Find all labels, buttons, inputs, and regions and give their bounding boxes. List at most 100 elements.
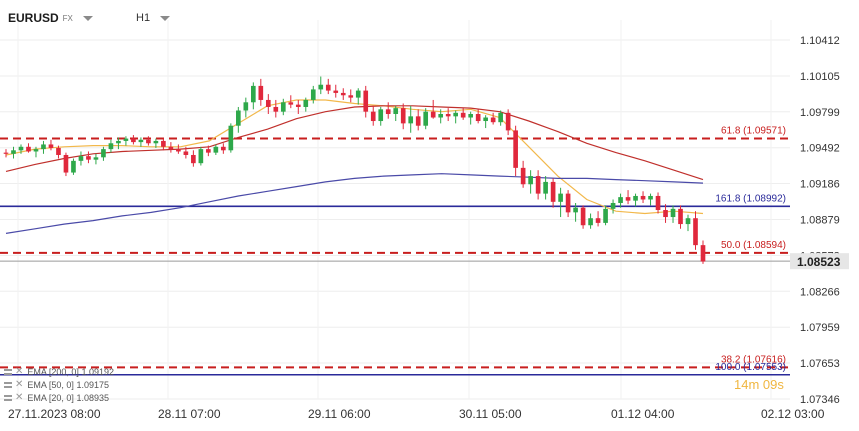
close-icon[interactable]: ✕ (15, 366, 24, 377)
candle (116, 137, 121, 150)
candle-body (153, 140, 159, 144)
settings-icon[interactable] (4, 381, 12, 388)
candle-body (11, 150, 16, 154)
candle-body (3, 152, 9, 154)
legend-ema50[interactable]: ✕ EMA [50, 0] 1.09175 (4, 379, 109, 390)
candle-body (183, 151, 189, 155)
candle (595, 211, 601, 227)
candle (93, 153, 99, 165)
ema-line (5, 173, 704, 234)
timeframe-label: H1 (136, 12, 151, 24)
candle-body (318, 84, 324, 90)
symbol-selector[interactable]: EURUSD FX (8, 8, 93, 28)
legend-ema20[interactable]: ✕ EMA [20, 0] 1.08935 (4, 392, 109, 403)
candle-body (370, 111, 376, 122)
legend-ema200[interactable]: ✕ EMA [200, 0] 1.09192 (4, 366, 114, 377)
ema-line (5, 105, 704, 181)
candle (370, 105, 376, 126)
candle (348, 89, 354, 103)
candle (108, 139, 114, 153)
candle (543, 176, 548, 200)
candle-body (340, 92, 346, 96)
y-tick-label: 1.09186 (800, 179, 840, 191)
candle (693, 211, 698, 250)
candle-body (310, 89, 316, 100)
candle-body (265, 99, 271, 107)
candle (78, 151, 84, 166)
candle (213, 144, 219, 155)
candle (415, 109, 421, 131)
candle (48, 139, 54, 151)
candle-body (146, 139, 151, 144)
y-tick-label: 1.09492 (800, 143, 840, 155)
candle-body (176, 149, 181, 152)
candle-body (693, 218, 698, 246)
candle (685, 214, 691, 232)
candle (408, 105, 414, 133)
candle (490, 112, 496, 125)
candle-body (513, 130, 518, 168)
legend-label: EMA [200, 0] (27, 366, 79, 377)
price-axis[interactable]: 1.10412 1.10105 1.09799 1.09492 1.09186 1.088… (790, 35, 849, 406)
candle-body (198, 149, 204, 164)
candle (146, 136, 151, 146)
close-icon[interactable]: ✕ (15, 392, 24, 403)
candle (295, 99, 301, 115)
candle (520, 160, 526, 188)
candle-body (250, 85, 256, 103)
chevron-down-icon (82, 15, 93, 21)
candle-body (498, 112, 503, 123)
candle-body (206, 149, 211, 153)
candle-body (101, 149, 106, 158)
bar-countdown: 14m 09s (734, 377, 784, 392)
candle (498, 110, 503, 126)
candle-body (56, 147, 61, 155)
candle (588, 213, 593, 229)
settings-icon[interactable] (4, 368, 12, 375)
settings-icon[interactable] (4, 394, 12, 401)
timeframe-selector[interactable]: H1 (136, 8, 171, 28)
candle (183, 146, 189, 159)
candle (101, 146, 106, 161)
candle (378, 106, 384, 126)
x-tick-label: 30.11 05:00 (459, 407, 522, 421)
candle (153, 138, 159, 148)
candle (258, 78, 264, 106)
candle (41, 140, 46, 154)
candle-body (565, 193, 571, 213)
candle-body (131, 138, 136, 143)
candle-body (580, 207, 586, 226)
candle-body (543, 181, 548, 194)
candle-body (273, 106, 279, 112)
candle-body (483, 117, 488, 122)
candle-body (625, 197, 631, 201)
candle-body (415, 116, 421, 126)
candle-body (18, 146, 24, 151)
candle (176, 144, 181, 154)
legend-value: 1.09192 (81, 366, 114, 377)
candle (131, 135, 136, 145)
candle-body (63, 154, 69, 173)
candle-body (236, 110, 241, 126)
fibonacci-levels: 61.8 (1.09571) 161.8 (1.08992) 50.0 (1.085… (0, 125, 790, 376)
candle-body (528, 176, 533, 185)
candle (86, 151, 91, 164)
candle (483, 115, 488, 129)
candle-body (685, 218, 691, 225)
candle-body (648, 195, 653, 200)
candle (123, 136, 129, 146)
candle (580, 205, 586, 229)
y-tick-label: 1.10412 (800, 35, 840, 47)
time-axis[interactable]: 27.11.2023 08:00 28.11 07:00 29.11 06:00 30… (8, 407, 825, 421)
candle-body (438, 114, 444, 118)
candle-body (550, 181, 556, 202)
candlesticks (3, 76, 706, 264)
candle-body (48, 144, 54, 148)
candle (363, 85, 369, 118)
close-icon[interactable]: ✕ (15, 379, 24, 390)
candle-body (355, 90, 361, 98)
candle (505, 109, 511, 136)
exchange-label: FX (62, 13, 73, 23)
candle (565, 190, 571, 218)
